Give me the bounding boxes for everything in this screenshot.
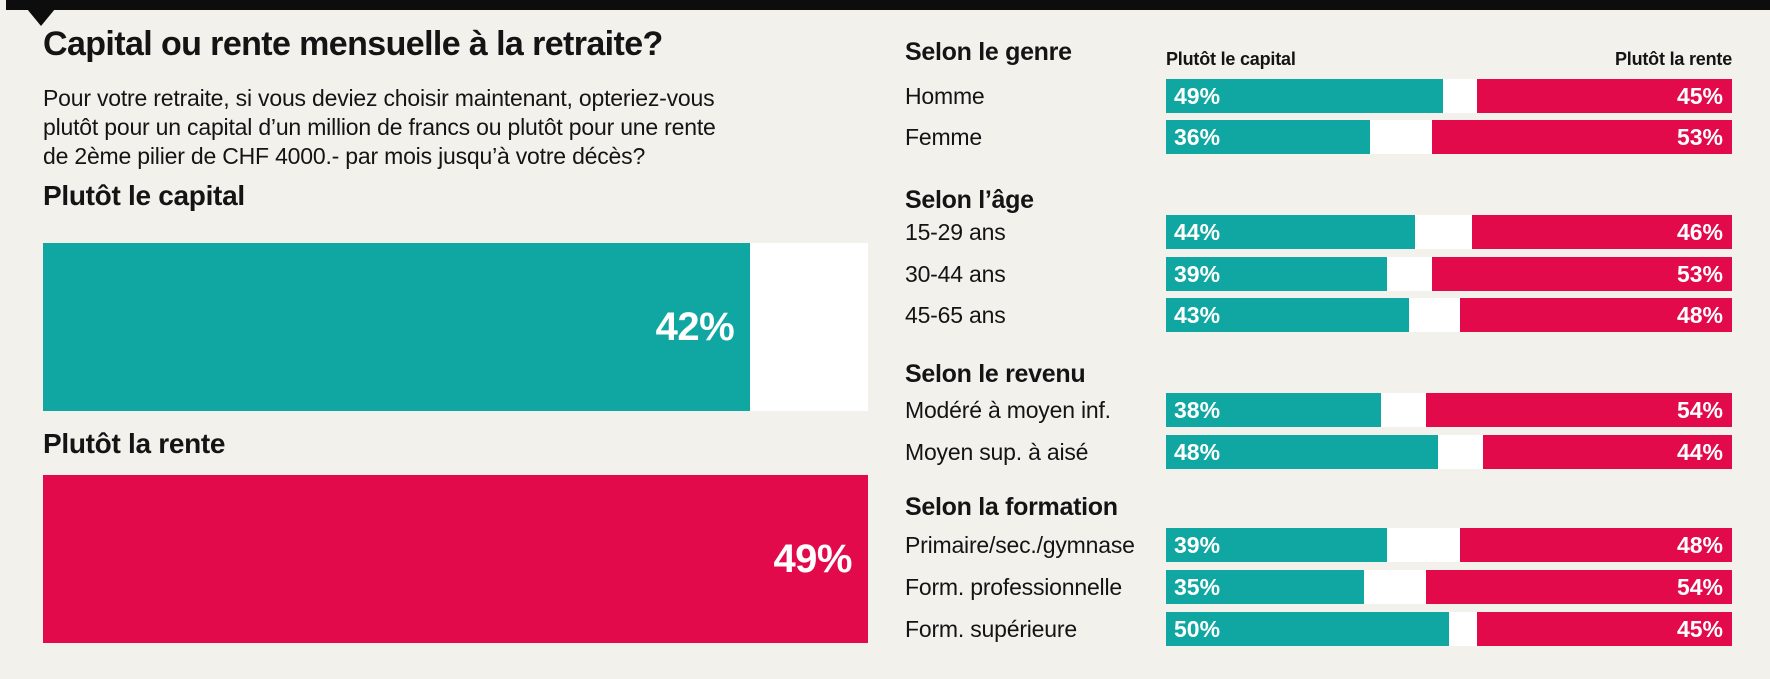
rente-bar: 54% xyxy=(1426,393,1732,427)
section-title-age: Selon l’âge xyxy=(905,186,1034,214)
subtitle-line: plutôt pour un capital d’un million de f… xyxy=(43,114,716,140)
rente-bar: 53% xyxy=(1432,257,1732,291)
capital-bar: 38% xyxy=(1166,393,1382,427)
bar-track: 38% 54% xyxy=(1166,393,1732,427)
capital-bar: 43% xyxy=(1166,298,1410,332)
rente-bar-track: 49% xyxy=(43,475,868,643)
capital-bar: 50% xyxy=(1166,612,1449,646)
section-title-revenu: Selon le revenu xyxy=(905,360,1086,388)
breakdown-row-45-65: 45-65 ans 43% 48% xyxy=(905,298,1732,332)
bar-track: 35% 54% xyxy=(1166,570,1732,604)
breakdown-row-homme: Homme 49% 45% xyxy=(905,79,1732,113)
chart-subtitle: Pour votre retraite, si vous deviez choi… xyxy=(43,84,783,171)
row-label: 45-65 ans xyxy=(905,301,1006,328)
row-label: 30-44 ans xyxy=(905,260,1006,287)
row-label: Homme xyxy=(905,82,985,109)
rente-bar: 44% xyxy=(1482,435,1732,469)
pointer-notch-icon xyxy=(27,9,55,26)
capital-value: 36% xyxy=(1174,123,1221,150)
breakdown-row-primaire: Primaire/sec./gymnase 39% 48% xyxy=(905,528,1732,562)
rente-value: 53% xyxy=(1676,260,1723,287)
row-label: 15-29 ans xyxy=(905,218,1006,245)
rente-value: 54% xyxy=(1676,573,1723,600)
section-title-formation: Selon la formation xyxy=(905,493,1118,521)
bar-track: 49% 45% xyxy=(1166,79,1732,113)
breakdown-row-form-sup: Form. supérieure 50% 45% xyxy=(905,612,1732,646)
rente-bar: 46% xyxy=(1471,215,1732,249)
row-label: Modéré à moyen inf. xyxy=(905,396,1111,423)
bar-track: 50% 45% xyxy=(1166,612,1732,646)
bar-track: 39% 48% xyxy=(1166,528,1732,562)
breakdown-row-form-prof: Form. professionnelle 35% 54% xyxy=(905,570,1732,604)
row-label: Form. professionnelle xyxy=(905,573,1122,600)
rente-bar: 54% xyxy=(1426,570,1732,604)
rente-value: 45% xyxy=(1676,82,1723,109)
capital-value: 50% xyxy=(1174,615,1221,642)
capital-bar: 42% xyxy=(43,243,751,411)
breakdown-row-30-44: 30-44 ans 39% 53% xyxy=(905,257,1732,291)
capital-value: 39% xyxy=(1174,531,1221,558)
rente-value: 46% xyxy=(1676,218,1723,245)
rente-value: 44% xyxy=(1676,438,1723,465)
rente-bar: 49% xyxy=(43,475,868,643)
capital-value: 42% xyxy=(655,304,735,349)
capital-bar: 39% xyxy=(1166,257,1387,291)
row-label: Femme xyxy=(905,123,982,150)
rente-bar: 48% xyxy=(1460,528,1732,562)
column-header-capital: Plutôt le capital xyxy=(1166,49,1296,69)
capital-bar: 39% xyxy=(1166,528,1387,562)
subtitle-line: Pour votre retraite, si vous deviez choi… xyxy=(43,85,715,111)
rente-value: 49% xyxy=(773,536,852,581)
subtitle-line: de 2ème pilier de CHF 4000.- par mois ju… xyxy=(43,143,646,169)
capital-value: 39% xyxy=(1174,260,1221,287)
capital-value: 44% xyxy=(1174,218,1221,245)
rente-bar: 53% xyxy=(1432,120,1732,154)
rente-value: 53% xyxy=(1676,123,1723,150)
rente-bar: 45% xyxy=(1477,79,1732,113)
column-header-rente: Plutôt la rente xyxy=(1614,49,1732,69)
capital-bar-track: 42% xyxy=(43,243,868,411)
bar-track: 48% 44% xyxy=(1166,435,1732,469)
rente-value: 48% xyxy=(1676,531,1723,558)
rente-value: 45% xyxy=(1676,615,1723,642)
page-title: Capital ou rente mensuelle à la retraite… xyxy=(43,25,663,63)
breakdown-row-15-29: 15-29 ans 44% 46% xyxy=(905,215,1732,249)
row-label: Primaire/sec./gymnase xyxy=(905,531,1135,558)
breakdown-row-femme: Femme 36% 53% xyxy=(905,120,1732,154)
capital-value: 38% xyxy=(1174,396,1221,423)
breakdown-row-modere: Modéré à moyen inf. 38% 54% xyxy=(905,393,1732,427)
capital-value: 35% xyxy=(1174,573,1221,600)
rente-value: 54% xyxy=(1676,396,1723,423)
top-black-bar xyxy=(6,0,1770,10)
breakdown-row-moyen-sup: Moyen sup. à aisé 48% 44% xyxy=(905,435,1732,469)
capital-value: 49% xyxy=(1174,82,1221,109)
rente-caption: Plutôt la rente xyxy=(43,428,226,459)
bar-track: 36% 53% xyxy=(1166,120,1732,154)
capital-caption: Plutôt le capital xyxy=(43,180,245,211)
bar-track: 39% 53% xyxy=(1166,257,1732,291)
row-label: Moyen sup. à aisé xyxy=(905,438,1089,465)
bar-track: 44% 46% xyxy=(1166,215,1732,249)
capital-bar: 44% xyxy=(1166,215,1416,249)
capital-value: 43% xyxy=(1174,301,1221,328)
bar-track: 43% 48% xyxy=(1166,298,1732,332)
rente-bar: 45% xyxy=(1477,612,1732,646)
capital-value: 48% xyxy=(1174,438,1221,465)
capital-bar: 49% xyxy=(1166,79,1444,113)
capital-bar: 48% xyxy=(1166,435,1438,469)
row-label: Form. supérieure xyxy=(905,615,1077,642)
capital-bar: 35% xyxy=(1166,570,1365,604)
rente-bar: 48% xyxy=(1460,298,1732,332)
capital-bar: 36% xyxy=(1166,120,1370,154)
rente-value: 48% xyxy=(1676,301,1723,328)
section-title-genre: Selon le genre xyxy=(905,38,1072,66)
